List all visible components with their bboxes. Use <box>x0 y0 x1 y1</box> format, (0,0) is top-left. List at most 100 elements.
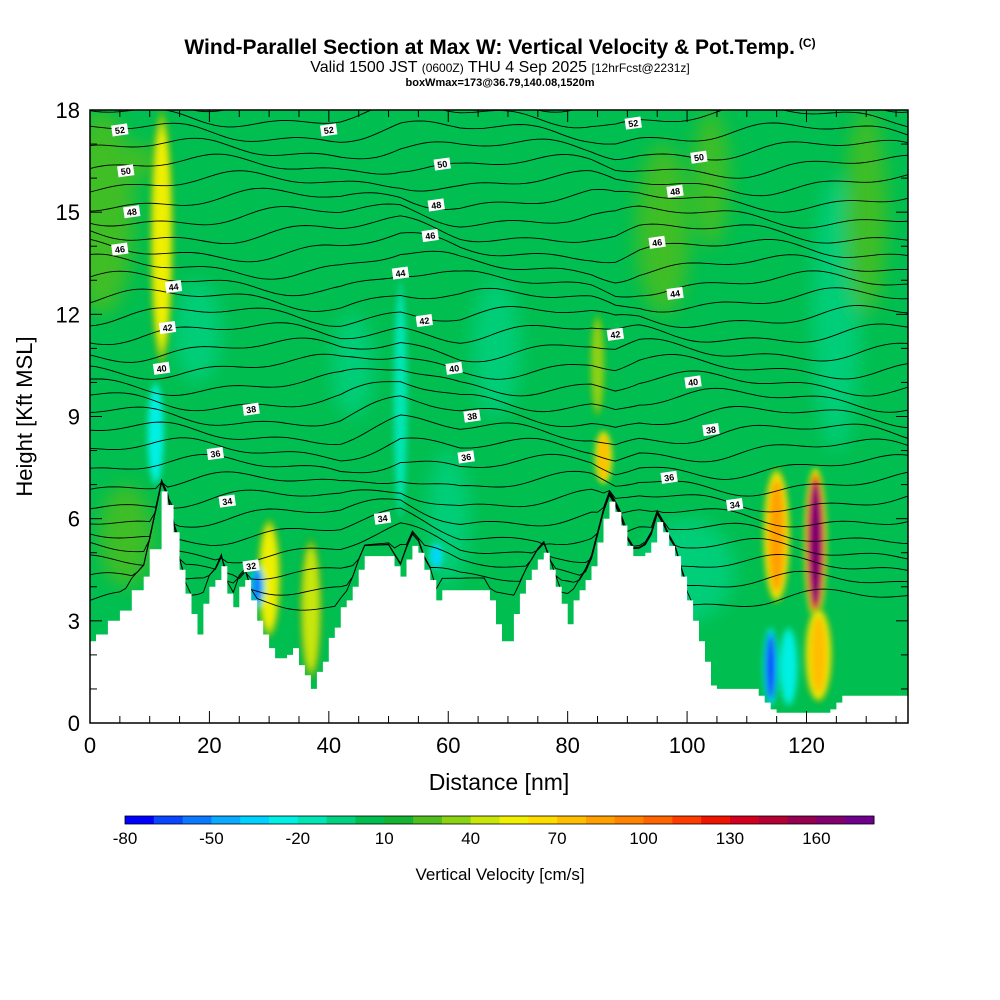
colorbar-swatch <box>528 816 558 824</box>
y-tick-label: 18 <box>56 98 80 123</box>
theta-contour-line <box>90 481 908 513</box>
colorbar-tick-label: 70 <box>548 829 567 848</box>
x-tick-label: 80 <box>555 733 579 758</box>
theta-label-box <box>666 184 684 198</box>
colorbar-frame <box>124 815 875 825</box>
colorbar-swatch <box>297 816 328 824</box>
valid-time-line: Valid 1500 JST (0600Z) THU 4 Sep 2025 [1… <box>0 59 1000 77</box>
velocity-feature <box>298 535 324 683</box>
theta-contour-label: 44 <box>391 266 410 280</box>
theta-label-text: 46 <box>652 237 663 248</box>
theta-label-box <box>373 511 392 525</box>
colorbar-swatch <box>153 816 184 824</box>
x-axis-title: Distance [nm] <box>429 769 570 795</box>
velocity-feature <box>804 607 833 703</box>
theta-label-box <box>726 497 744 512</box>
theta-contour-label: 52 <box>320 123 338 137</box>
theta-label-text: 48 <box>126 207 137 218</box>
theta-contour-label: 34 <box>218 494 236 508</box>
velocity-feature-layer <box>781 632 796 702</box>
theta-contour-label: 34 <box>726 497 744 512</box>
y-tick-label: 6 <box>68 507 80 532</box>
theta-contour-line <box>90 203 908 229</box>
velocity-band <box>472 280 520 417</box>
theta-contour-label: 42 <box>415 314 434 328</box>
colorbar-swatch <box>845 816 875 824</box>
velocity-feature <box>147 382 165 485</box>
theta-label-text: 42 <box>610 329 621 340</box>
theta-contour-line <box>90 414 908 446</box>
terrain <box>90 491 908 723</box>
y-axis-title: Height [Kft MSL] <box>12 336 37 496</box>
theta-label-text: 38 <box>246 404 257 415</box>
velocity-feature-layer <box>432 545 441 568</box>
theta-label-box <box>111 123 129 137</box>
theta-label-text: 44 <box>669 288 680 299</box>
colorbar-swatch <box>240 816 270 824</box>
theta-label-text: 52 <box>323 125 334 136</box>
theta-contour-label: 50 <box>690 150 708 164</box>
theta-contour-label: 48 <box>666 184 684 198</box>
colorbar-swatch <box>787 816 817 824</box>
theta-contour-line <box>90 381 908 413</box>
theta-contour-label: 44 <box>164 280 183 294</box>
colorbar-tick-label: 10 <box>375 829 394 848</box>
y-tick-label: 12 <box>56 302 80 327</box>
theta-label-text: 52 <box>628 118 639 129</box>
theta-label-box <box>152 361 171 375</box>
velocity-feature <box>779 627 799 706</box>
theta-label-text: 38 <box>466 411 477 422</box>
theta-contour-line <box>90 170 908 197</box>
velocity-band <box>173 280 222 383</box>
theta-contour-label: 36 <box>206 446 225 461</box>
theta-label-box <box>445 361 463 375</box>
y-tick-label: 9 <box>68 405 80 430</box>
theta-contour-label: 48 <box>427 198 445 212</box>
velocity-feature <box>803 467 827 621</box>
plot-area: 52 52 52 50 50 50 48 48 48 46 46 46 44 44 44 42 42 42 40 40… <box>90 110 908 723</box>
theta-label-box <box>391 266 410 280</box>
theta-contour-label: 34 <box>373 511 392 525</box>
theta-label-text: 34 <box>222 496 233 507</box>
theta-contour-label: 46 <box>111 242 129 256</box>
theta-label-text: 36 <box>210 448 221 459</box>
theta-contour-line <box>90 481 908 528</box>
theta-label-text: 50 <box>693 152 704 163</box>
theta-label-text: 40 <box>449 363 460 374</box>
theta-contour-label: 50 <box>433 157 451 171</box>
theta-label-text: 50 <box>120 166 131 177</box>
colorbar-swatch <box>413 816 443 824</box>
theta-label-box <box>242 559 260 573</box>
colorbar-swatch <box>499 816 529 824</box>
colorbar-tick-label: 100 <box>629 829 657 848</box>
theta-contour-labels: 52 52 52 50 50 50 48 48 48 46 46 46 44 44 44 42 42 42 40 40… <box>111 116 744 573</box>
colorbar-swatch <box>182 816 212 824</box>
theta-contour-line <box>90 337 908 363</box>
theta-contour-line <box>90 353 908 380</box>
x-tick-label: 20 <box>197 733 221 758</box>
theta-label-text: 50 <box>437 159 448 170</box>
theta-contour-line <box>90 479 908 564</box>
theta-label-box <box>648 235 666 249</box>
colorbar-swatch <box>355 816 385 824</box>
theta-label-text: 52 <box>114 125 125 136</box>
velocity-feature-layer <box>592 320 603 411</box>
colorbar-swatch <box>557 816 587 824</box>
theta-label-text: 38 <box>705 424 716 435</box>
colorbar-swatch <box>125 816 155 824</box>
theta-contour-line <box>90 270 908 298</box>
colorbar-swatch <box>643 816 673 824</box>
box-info: boxWmax=173@36.79,140.08,1520m <box>405 77 595 89</box>
theta-contour-line <box>90 322 908 346</box>
colorbar-swatch <box>211 816 241 824</box>
theta-contour-line <box>90 480 908 546</box>
theta-contour-label: 50 <box>117 164 135 178</box>
forecast-info: [12hrFcst@2231z] <box>591 61 690 75</box>
theta-label-box <box>111 242 129 256</box>
theta-contour-label: 42 <box>158 320 177 335</box>
theta-label-box <box>684 375 702 389</box>
x-axis: 0 20 40 60 80 100 120 Distance [nm] <box>84 110 897 795</box>
theta-label-box <box>242 402 260 416</box>
